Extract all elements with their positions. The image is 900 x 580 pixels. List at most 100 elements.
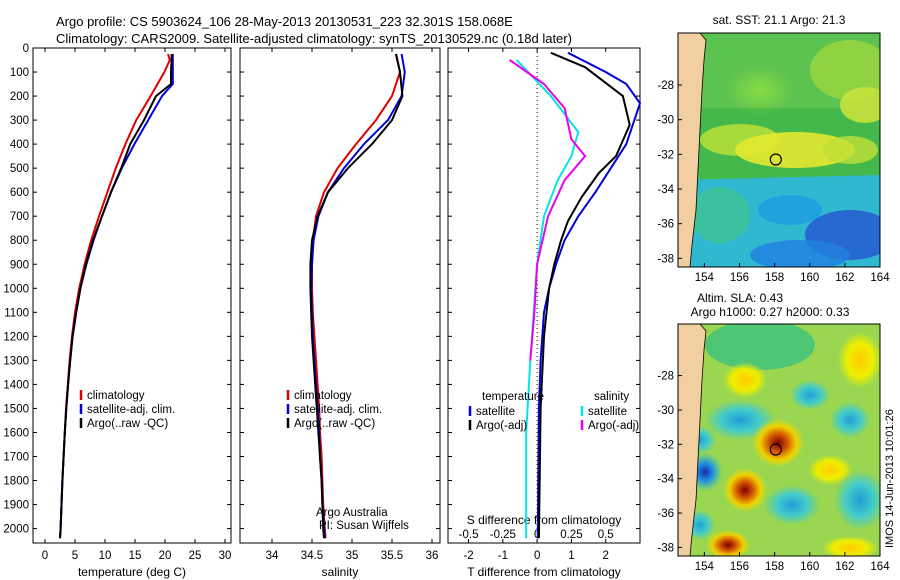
temp-x-tick-label: 5 (72, 550, 78, 562)
temp-frame (32, 47, 232, 544)
map-y-tick-label: -28 (657, 371, 674, 383)
depth-tick-label: 1100 (4, 307, 29, 319)
temp-x-tick-label: 10 (99, 550, 112, 562)
map-y-tick-label: -34 (657, 184, 674, 196)
depth-tick-label: 1400 (3, 379, 29, 391)
temp-series-0 (59, 53, 171, 539)
map-x-tick-label: 156 (730, 272, 749, 284)
sal-x-tick-label: 35 (346, 550, 359, 562)
diff-x-tick-label: -1 (498, 550, 508, 562)
map-x-tick-label: 162 (835, 561, 854, 573)
diff-frame (447, 47, 641, 544)
depth-tick-label: 400 (10, 139, 29, 151)
temp-legend-label: satellite-adj. clim. (87, 404, 175, 416)
diff-x-label: T difference from climatology (467, 565, 621, 579)
sla-map-subtitle: Argo h1000: 0.27 h2000: 0.33 (691, 305, 850, 319)
diff-s-tick-label: 0.25 (560, 529, 582, 541)
temp-legend-label: climatology (87, 390, 145, 402)
sal-legend-label: satellite-adj. clim. (294, 404, 382, 416)
sla-map-title: Altim. SLA: 0.43 (697, 291, 783, 305)
depth-tick-label: 800 (10, 235, 29, 247)
map-y-tick-label: -38 (657, 542, 674, 554)
depth-tick-label: 1300 (3, 355, 29, 367)
diff-series-3 (509, 59, 587, 361)
temp-x-tick-label: 25 (189, 550, 202, 562)
sst-map-field (678, 33, 880, 267)
temp-x-tick-label: 20 (159, 550, 172, 562)
map-y-tick-label: -32 (657, 439, 674, 451)
sst-map: sat. SST: 21.1 Argo: 21.3 154 156 158 160 16… (657, 13, 890, 284)
map-y-tick-label: -30 (657, 115, 674, 127)
sst-map-title: sat. SST: 21.1 Argo: 21.3 (713, 13, 846, 27)
sal-series-2 (309, 53, 404, 539)
temp-x-label: temperature (deg C) (78, 565, 186, 579)
map-y-tick-label: -28 (657, 80, 674, 92)
sla-map: Altim. SLA: 0.43 Argo h1000: 0.27 h2000:… (657, 291, 890, 573)
sal-frame (239, 47, 441, 544)
depth-tick-label: 100 (10, 67, 29, 79)
depth-tick-label: 1200 (3, 331, 29, 343)
map-y-tick-label: -38 (657, 253, 674, 265)
temp-series-2 (59, 54, 173, 539)
diff-s-tick-label: 0.5 (598, 529, 614, 541)
depth-tick-label: 1500 (3, 403, 29, 415)
temp-x-tick-label: 30 (219, 550, 232, 562)
depth-tick-label: 300 (10, 115, 29, 127)
diff-legend-header: salinity (594, 391, 629, 403)
map-x-tick-label: 154 (695, 561, 715, 573)
temp-legend-label: Argo(..raw -QC) (87, 418, 168, 430)
map-y-tick-label: -36 (657, 219, 674, 231)
sal-x-tick-label: 34 (266, 550, 279, 562)
diff-x-tick-label: 0 (534, 550, 540, 562)
map-x-tick-label: 162 (835, 272, 854, 284)
diff-s-tick-label: -0.25 (490, 529, 516, 541)
map-x-tick-label: 158 (765, 272, 784, 284)
salinity-panel: 34 34.5 35 35.5 36 salinity climatology satelli… (239, 47, 441, 579)
map-y-tick-label: -30 (657, 405, 674, 417)
diff-series-0 (536, 51, 641, 539)
diff-x-tick-label: -2 (463, 550, 473, 562)
depth-tick-label: 1900 (3, 500, 29, 512)
temp-x-tick-label: 15 (129, 550, 142, 562)
diff-x-tick-label: 1 (568, 550, 574, 562)
diff-x-tick-label: 2 (603, 550, 609, 562)
diff-s-tick-label: -0.5 (459, 529, 479, 541)
map-x-tick-label: 158 (765, 561, 784, 573)
profile-title: Argo profile: CS 5903624_106 28-May-2013… (56, 14, 513, 29)
depth-tick-label: 0 (23, 43, 29, 55)
map-x-tick-label: 160 (800, 561, 819, 573)
sal-legend-label: climatology (294, 390, 352, 402)
sst-map-frame (677, 32, 881, 268)
depth-tick-label: 500 (10, 163, 29, 175)
depth-tick-label: 1800 (3, 476, 29, 488)
diff-legend-label: Argo(-adj) (476, 420, 527, 432)
diff-series-2 (515, 59, 580, 539)
map-y-tick-label: -34 (657, 474, 674, 486)
sal-legend-label: Argo(..raw -QC) (294, 418, 375, 430)
depth-tick-label: 700 (10, 211, 29, 223)
sal-x-label: salinity (322, 565, 359, 579)
climatology-title: Climatology: CARS2009. Satellite-adjuste… (56, 31, 572, 46)
diff-series-1 (537, 51, 631, 539)
diff-legend-label: Argo(-adj) (588, 420, 639, 432)
sal-x-tick-label: 35.5 (381, 550, 403, 562)
diff-s-label: S difference from climatology (467, 513, 622, 527)
depth-tick-label: 1000 (3, 283, 29, 295)
map-y-tick-label: -36 (657, 508, 674, 520)
sal-x-tick-label: 34.5 (301, 550, 323, 562)
salinity-annotation: PI: Susan Wijffels (319, 520, 409, 532)
diff-legend-label: satellite (588, 406, 627, 418)
depth-tick-label: 1600 (3, 427, 29, 439)
depth-tick-label: 200 (10, 91, 29, 103)
salinity-annotation: Argo Australia (316, 507, 388, 519)
sla-map-frame (677, 323, 881, 557)
map-x-tick-label: 164 (870, 561, 890, 573)
temp-x-tick-label: 0 (42, 550, 48, 562)
map-x-tick-label: 154 (695, 272, 715, 284)
map-x-tick-label: 160 (800, 272, 819, 284)
sla-map-argo-marker (769, 443, 782, 456)
sal-series-1 (310, 53, 406, 539)
depth-tick-label: 2000 (3, 524, 29, 536)
map-y-tick-label: -32 (657, 149, 674, 161)
